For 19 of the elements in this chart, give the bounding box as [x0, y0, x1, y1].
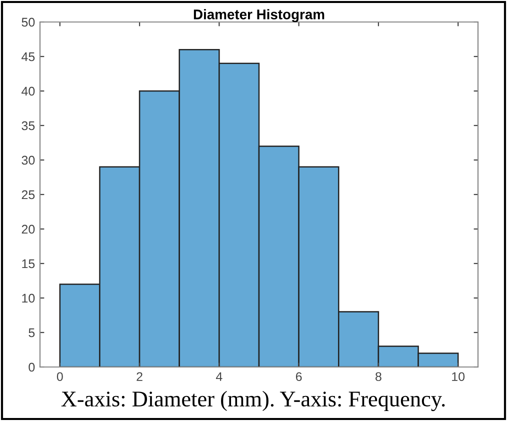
y-tick-label: 10 — [22, 294, 35, 303]
y-tick-label: 5 — [28, 328, 35, 338]
x-tick-label: 8 — [376, 372, 382, 382]
x-tick-label: 6 — [296, 372, 302, 382]
chart-title: Diameter Histogram — [194, 9, 324, 22]
x-tick-label: 10 — [452, 372, 465, 382]
y-tick-label: 50 — [22, 18, 35, 27]
y-tick-label: 25 — [22, 190, 35, 200]
x-tick-label: 2 — [136, 372, 142, 381]
x-tick-label: 4 — [216, 372, 222, 381]
x-tick-label: 0 — [56, 372, 63, 382]
y-tick-label: 40 — [22, 86, 35, 96]
y-tick-label: 0 — [28, 362, 35, 372]
y-tick-label: 20 — [22, 224, 35, 234]
y-tick-label: 15 — [22, 259, 35, 268]
y-tick-label: 35 — [22, 121, 35, 130]
y-tick-label: 45 — [22, 52, 35, 62]
y-tick-label: 30 — [22, 156, 35, 165]
text: X-axis: Diameter (mm). Y-axis: Frequency. — [61, 390, 445, 412]
